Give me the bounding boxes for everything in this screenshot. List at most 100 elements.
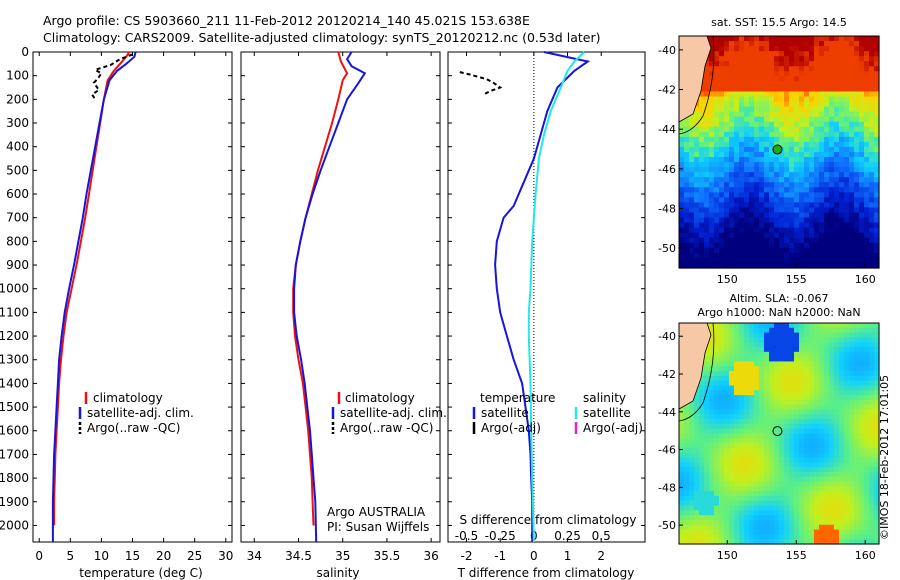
map-cell bbox=[724, 81, 730, 88]
map-cell bbox=[774, 182, 780, 188]
map-cell bbox=[854, 61, 860, 67]
depth-tick-label: 1000 bbox=[0, 282, 29, 296]
map-cell bbox=[839, 529, 845, 535]
map-cell bbox=[724, 471, 730, 478]
map-cell bbox=[814, 327, 820, 334]
map-cell bbox=[704, 257, 710, 264]
map-cell bbox=[684, 438, 690, 444]
map-cell bbox=[719, 202, 725, 209]
map-cell bbox=[739, 529, 745, 535]
map-cell bbox=[849, 162, 855, 168]
map-cell bbox=[794, 232, 800, 239]
map-cell bbox=[789, 252, 795, 259]
map-cell bbox=[809, 342, 815, 348]
map-cell bbox=[684, 141, 690, 148]
map-cell bbox=[729, 462, 735, 468]
map-cell bbox=[814, 471, 820, 478]
map-cell bbox=[859, 481, 865, 487]
map-cell bbox=[744, 428, 750, 435]
map-cell bbox=[744, 529, 750, 535]
map-cell bbox=[794, 356, 800, 363]
map-cell bbox=[709, 121, 715, 128]
map-cell bbox=[784, 491, 790, 497]
map-cell bbox=[774, 332, 780, 339]
map-cell bbox=[829, 385, 835, 391]
map-cell bbox=[779, 197, 785, 204]
map-cell bbox=[839, 252, 845, 259]
map-cell bbox=[789, 172, 795, 178]
map-cell bbox=[699, 86, 705, 93]
map-cell bbox=[874, 141, 880, 148]
lat-tick-label: -40 bbox=[658, 330, 676, 343]
map-cell bbox=[709, 323, 715, 329]
map-cell bbox=[699, 404, 705, 411]
map-cell bbox=[804, 121, 810, 128]
map-cell bbox=[844, 390, 850, 396]
map-cell bbox=[764, 356, 770, 363]
x-tick-label: 34 bbox=[247, 549, 262, 563]
map-cell bbox=[854, 447, 860, 454]
map-cell bbox=[749, 500, 755, 507]
map-cell bbox=[764, 505, 770, 511]
map-cell bbox=[704, 207, 710, 214]
map-cell bbox=[774, 177, 780, 183]
map-cell bbox=[699, 539, 705, 545]
map-cell bbox=[784, 519, 790, 526]
map-cell bbox=[729, 452, 735, 459]
map-cell bbox=[794, 443, 800, 449]
map-cell bbox=[839, 121, 845, 128]
map-cell bbox=[799, 375, 805, 382]
map-cell bbox=[789, 222, 795, 229]
map-cell bbox=[819, 375, 825, 382]
map-cell bbox=[754, 36, 760, 42]
map-cell bbox=[754, 452, 760, 459]
map-cell bbox=[809, 242, 815, 249]
map-cell bbox=[699, 197, 705, 204]
map-cell bbox=[819, 91, 825, 98]
map-cell bbox=[754, 447, 760, 454]
map-cell bbox=[754, 126, 760, 133]
map-cell bbox=[724, 202, 730, 209]
x-tick-label: 20 bbox=[156, 549, 171, 563]
map-cell bbox=[849, 141, 855, 148]
map-cell bbox=[849, 524, 855, 531]
map-cell bbox=[844, 476, 850, 483]
map-cell bbox=[819, 390, 825, 396]
map-cell bbox=[799, 177, 805, 183]
map-cell bbox=[869, 457, 875, 463]
map-cell bbox=[759, 409, 765, 415]
map-cell bbox=[794, 399, 800, 406]
map-cell bbox=[844, 121, 850, 128]
map-cell bbox=[869, 237, 875, 244]
map-cell bbox=[814, 36, 820, 42]
map-cell bbox=[759, 192, 765, 198]
map-cell bbox=[759, 71, 765, 77]
map-cell bbox=[729, 467, 735, 473]
map-cell bbox=[694, 515, 700, 521]
map-cell bbox=[684, 242, 690, 249]
map-cell bbox=[814, 428, 820, 435]
map-cell bbox=[874, 131, 880, 138]
map-cell bbox=[794, 217, 800, 224]
map-cell bbox=[794, 212, 800, 219]
map-cell bbox=[799, 342, 805, 348]
map-cell bbox=[779, 510, 785, 516]
map-cell bbox=[739, 486, 745, 492]
map-cell bbox=[804, 323, 810, 329]
map-cell bbox=[709, 524, 715, 531]
map-cell bbox=[834, 361, 840, 367]
map-cell bbox=[684, 197, 690, 204]
map-cell bbox=[799, 491, 805, 497]
map-cell bbox=[874, 375, 880, 382]
map-cell bbox=[694, 217, 700, 224]
map-cell bbox=[849, 167, 855, 173]
map-cell bbox=[854, 242, 860, 249]
map-cell bbox=[819, 111, 825, 118]
map-cell bbox=[849, 197, 855, 204]
map-cell bbox=[854, 342, 860, 348]
map-cell bbox=[824, 66, 830, 72]
map-cell bbox=[824, 217, 830, 224]
map-cell bbox=[704, 202, 710, 209]
map-cell bbox=[704, 116, 710, 123]
map-cell bbox=[714, 41, 720, 47]
